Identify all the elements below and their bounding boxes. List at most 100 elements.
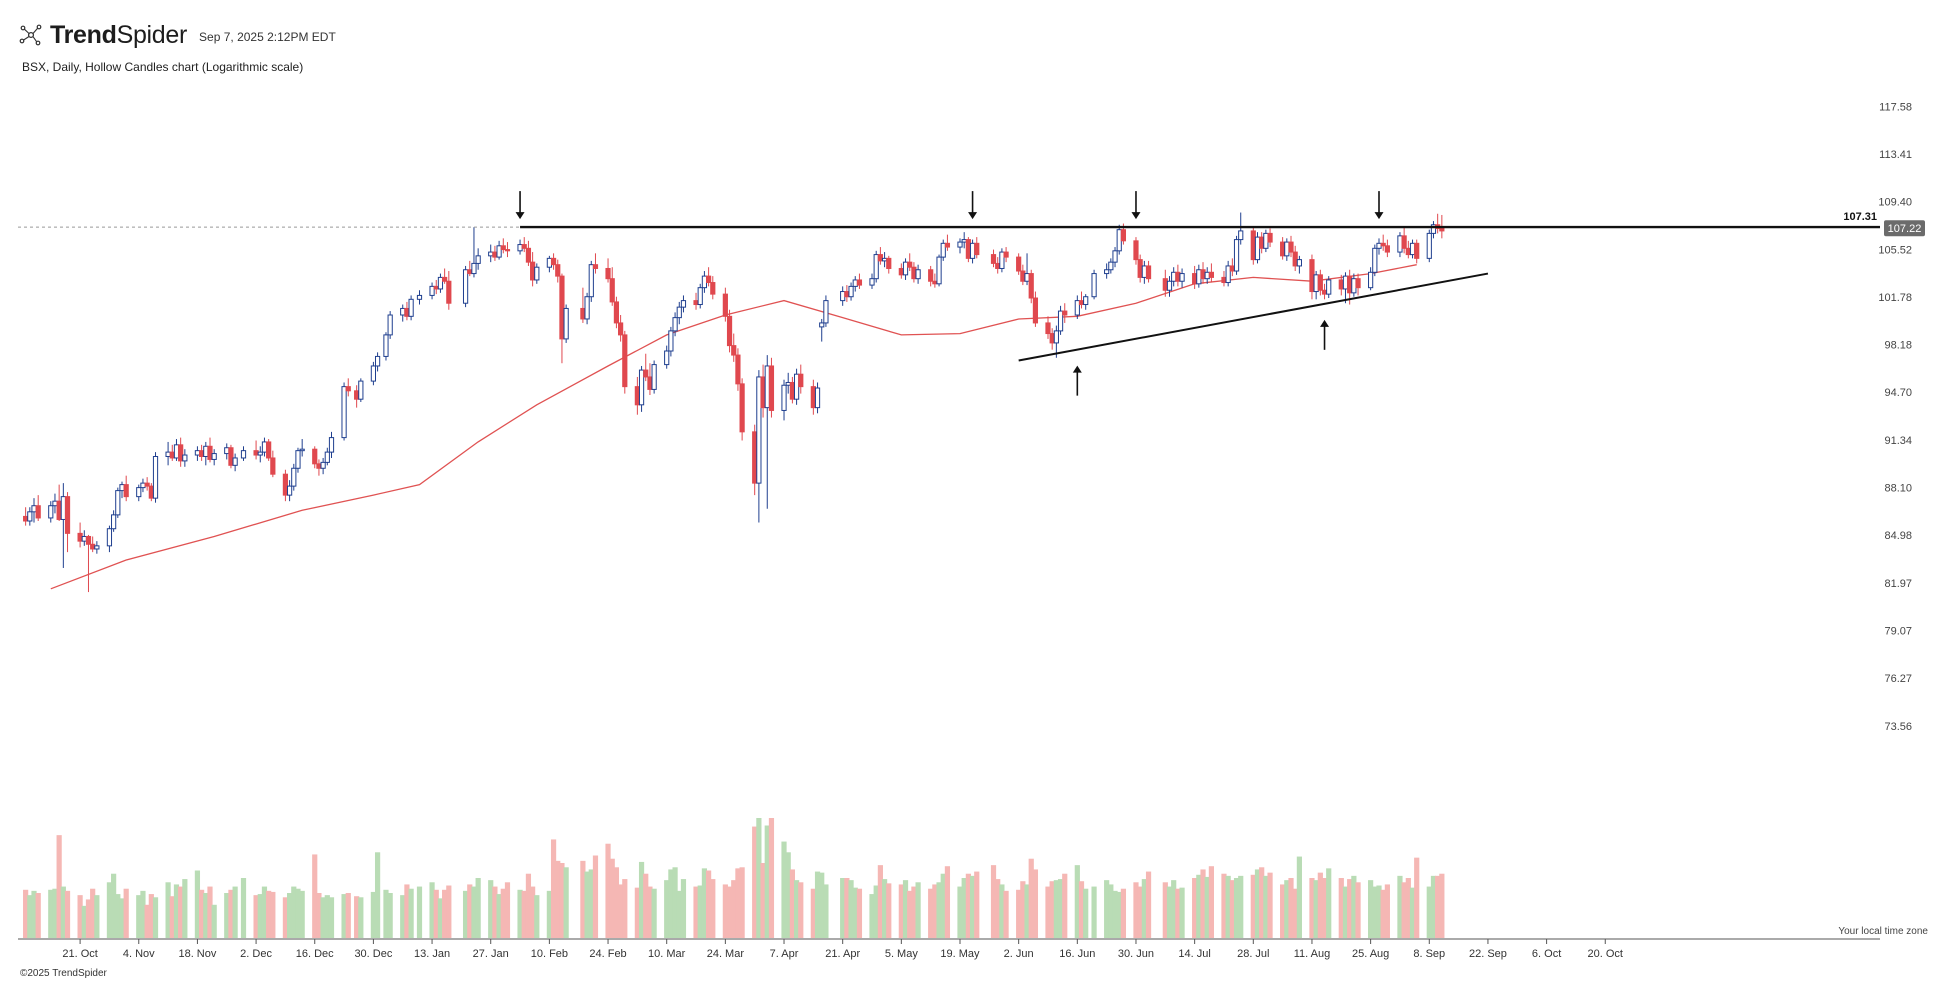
candle-body — [152, 455, 159, 499]
candle-body — [1284, 241, 1290, 257]
volume-bar — [31, 890, 37, 938]
y-tick-label: 105.52 — [1878, 244, 1912, 256]
candle-body — [990, 254, 997, 264]
candle-body — [764, 365, 770, 409]
candle-body — [944, 242, 951, 248]
candle-body — [106, 528, 113, 547]
candle-body — [433, 285, 439, 290]
volume-bar — [990, 865, 997, 938]
volume-bar — [768, 818, 775, 938]
volume-bar — [437, 898, 444, 938]
candle-body — [676, 306, 682, 319]
candle-body — [1439, 227, 1445, 232]
candle-body — [1380, 242, 1386, 247]
candle-body — [1347, 275, 1353, 294]
volume-bar — [609, 858, 615, 938]
candle-body — [115, 490, 121, 516]
volume-bar — [471, 886, 477, 938]
x-tick-label: 10. Feb — [531, 948, 568, 960]
volume-bar — [1435, 875, 1441, 938]
volume-bar — [81, 905, 87, 938]
volume-bar — [965, 873, 971, 938]
candle-body — [27, 511, 33, 522]
candle-body — [643, 369, 649, 378]
volume-bar — [928, 888, 934, 938]
volume-bar — [111, 873, 117, 938]
volume-bar — [1263, 875, 1269, 938]
candle-body — [618, 322, 624, 336]
candle-body — [525, 247, 532, 263]
volume-bar — [1032, 869, 1039, 938]
volume-bar — [672, 867, 678, 938]
brand-bold: Trend — [50, 20, 117, 49]
volume-bar — [932, 884, 938, 938]
candle-body — [999, 251, 1005, 269]
volume-bar — [211, 904, 217, 938]
candle-body — [756, 376, 762, 484]
volume-bar — [115, 894, 121, 938]
candle-body — [320, 461, 326, 469]
volume-bar — [1238, 875, 1244, 938]
volume-bar — [622, 879, 628, 938]
candle-body — [823, 300, 829, 324]
volume-bar — [1380, 889, 1386, 938]
volume-bar — [1284, 880, 1290, 938]
candle-body — [408, 298, 414, 317]
volume-bar — [106, 882, 113, 938]
candle-body — [1376, 242, 1382, 249]
volume-bar — [605, 843, 611, 938]
volume-bar — [1108, 884, 1114, 938]
volume-bar — [1003, 890, 1009, 938]
volume-bar — [240, 878, 247, 938]
volume-bar — [668, 869, 674, 938]
candle-body — [1397, 235, 1403, 253]
volume-bar — [320, 897, 326, 938]
volume-bar — [798, 882, 804, 938]
volume-bar — [752, 826, 758, 938]
brand-light: Spider — [116, 20, 188, 49]
volume-bar — [1091, 886, 1097, 938]
volume-bar — [1045, 886, 1051, 938]
volume-bar — [1430, 875, 1437, 938]
volume-bar — [588, 869, 594, 938]
candle-body — [211, 453, 217, 460]
candle-body — [203, 445, 209, 457]
volume-bar — [936, 882, 942, 938]
x-tick-label: 24. Feb — [589, 948, 626, 960]
candle-body — [1062, 310, 1068, 316]
candle-body — [907, 261, 913, 268]
volume-bar — [358, 897, 364, 938]
volume-bar — [856, 888, 863, 938]
x-tick-label: 25. Aug — [1352, 948, 1389, 960]
volume-bar — [1016, 889, 1022, 938]
volume-bar — [1116, 891, 1122, 938]
x-tick-label: 28. Jul — [1237, 948, 1269, 960]
volume-bar — [781, 841, 787, 938]
volume-bar — [726, 886, 733, 938]
volume-bar — [1141, 879, 1147, 938]
last-price-label: 107.22 — [1888, 223, 1922, 235]
candle-body — [810, 386, 816, 409]
volume-bar — [760, 863, 766, 938]
volume-bar — [722, 884, 728, 938]
volume-bar — [1204, 876, 1210, 938]
volume-bar — [442, 889, 448, 938]
volume-bar — [534, 895, 540, 938]
candle-body — [1083, 296, 1089, 306]
volume-bar — [1133, 882, 1139, 938]
volume-bar — [1112, 890, 1118, 938]
volume-bar — [710, 879, 716, 938]
candle-body — [140, 482, 146, 489]
candle-body — [546, 257, 552, 268]
candle-body — [266, 441, 272, 459]
candle-body — [240, 450, 247, 459]
candle-body — [735, 354, 741, 385]
candle-body — [387, 314, 393, 336]
candle-body — [23, 515, 29, 522]
candle-body — [1028, 273, 1034, 299]
candle-body — [563, 307, 569, 340]
candle-body — [668, 330, 674, 352]
candle-body — [370, 365, 376, 382]
volume-bar — [563, 867, 569, 938]
